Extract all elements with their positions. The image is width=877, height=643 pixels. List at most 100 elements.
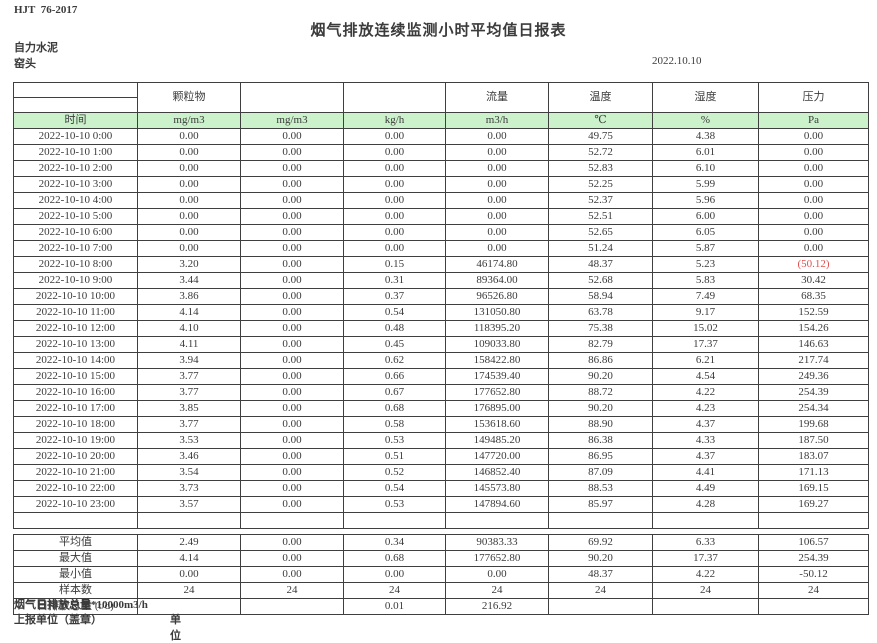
value-cell: 0.00 (240, 160, 344, 177)
value-cell: 0.00 (343, 176, 446, 193)
value-cell: 0.00 (445, 160, 549, 177)
value-cell: 249.36 (758, 368, 869, 385)
value-cell: 4.23 (652, 400, 759, 417)
value-cell: 4.37 (652, 448, 759, 465)
value-cell: 17.37 (652, 336, 759, 353)
summary-body: 平均值 2.49 0.00 0.34 90383.33 69.92 6.33 106.57 最大… (13, 534, 869, 615)
value-cell: 0.00 (343, 224, 446, 241)
value-cell: 3.73 (137, 480, 241, 497)
value-cell: 146852.40 (445, 464, 549, 481)
row-label-cell: 2022-10-10 23:00 (13, 496, 138, 513)
value-cell: 30.42 (758, 272, 869, 289)
row-label-cell: 2022-10-10 19:00 (13, 432, 138, 449)
value-cell: 82.79 (548, 336, 653, 353)
value-cell: 3.94 (137, 352, 241, 369)
value-cell: 169.15 (758, 480, 869, 497)
hourly-row: 2022-10-10 18:00 3.77 0.00 0.58 153618.60 88.… (13, 416, 869, 433)
flow-total-note: 烟气日排放总量*10000m3/h (14, 599, 148, 611)
value-cell: 3.46 (137, 448, 241, 465)
value-cell: 89364.00 (445, 272, 549, 289)
value-cell: 4.22 (652, 384, 759, 401)
value-cell: 0.62 (343, 352, 446, 369)
value-cell: 90383.33 (445, 534, 549, 551)
value-cell: 86.38 (548, 432, 653, 449)
value-cell: 88.90 (548, 416, 653, 433)
report-table: 颗粒物 流量 温度 湿度 压力 时间 mg/m3 mg/m3 kg/h m3/h… (13, 82, 869, 615)
value-cell: 0.00 (240, 480, 344, 497)
value-cell: 0.00 (758, 160, 869, 177)
row-label-cell: 2022-10-10 16:00 (13, 384, 138, 401)
empty-cell (758, 512, 869, 529)
col-header-blank-1 (240, 82, 344, 113)
hourly-row: 2022-10-10 13:00 4.11 0.00 0.45 109033.80 82.… (13, 336, 869, 353)
value-cell: 6.33 (652, 534, 759, 551)
value-cell: 0.00 (137, 208, 241, 225)
hourly-row: 2022-10-10 10:00 3.86 0.00 0.37 96526.80 58.9… (13, 288, 869, 305)
value-cell: 90.20 (548, 400, 653, 417)
value-cell: 0.00 (445, 566, 549, 583)
value-cell: 0.15 (343, 256, 446, 273)
value-cell: 177652.80 (445, 384, 549, 401)
value-cell: 0.00 (758, 176, 869, 193)
value-cell: 147720.00 (445, 448, 549, 465)
value-cell: 3.53 (137, 432, 241, 449)
hourly-row: 2022-10-10 14:00 3.94 0.00 0.62 158422.80 86.… (13, 352, 869, 369)
value-cell: 0.52 (343, 464, 446, 481)
summary-row: 最小值 0.00 0.00 0.00 0.00 48.37 4.22 -50.12 (13, 566, 869, 583)
value-cell: 0.45 (343, 336, 446, 353)
value-cell: 68.35 (758, 288, 869, 305)
col-header-particulate: 颗粒物 (137, 82, 241, 113)
row-label-cell: 2022-10-10 15:00 (13, 368, 138, 385)
hourly-row: 2022-10-10 2:00 0.00 0.00 0.00 0.00 52.83 6.10… (13, 160, 869, 177)
value-cell: 52.72 (548, 144, 653, 161)
value-cell: 3.54 (137, 464, 241, 481)
value-cell: 0.00 (240, 550, 344, 567)
value-cell: 0.68 (343, 550, 446, 567)
value-cell: 87.09 (548, 464, 653, 481)
value-cell: 24 (137, 582, 241, 599)
value-cell: 216.92 (445, 598, 549, 615)
value-cell: 0.00 (240, 256, 344, 273)
value-cell: 0.00 (240, 534, 344, 551)
value-cell: 0.00 (240, 272, 344, 289)
value-cell: 0.00 (240, 400, 344, 417)
value-cell: 4.11 (137, 336, 241, 353)
value-cell: 177652.80 (445, 550, 549, 567)
row-label-cell: 2022-10-10 2:00 (13, 160, 138, 177)
value-cell: 0.00 (240, 464, 344, 481)
value-cell: 52.83 (548, 160, 653, 177)
row-label-cell: 2022-10-10 12:00 (13, 320, 138, 337)
value-cell: 86.86 (548, 352, 653, 369)
row-label-cell: 2022-10-10 17:00 (13, 400, 138, 417)
value-cell: 49.75 (548, 128, 653, 145)
value-cell: 58.94 (548, 288, 653, 305)
value-cell: 118395.20 (445, 320, 549, 337)
value-cell (137, 598, 241, 615)
value-cell: 153618.60 (445, 416, 549, 433)
row-label-cell: 2022-10-10 0:00 (13, 128, 138, 145)
value-cell (240, 598, 344, 615)
value-cell: 52.51 (548, 208, 653, 225)
value-cell: 6.00 (652, 208, 759, 225)
value-cell: 5.87 (652, 240, 759, 257)
value-cell: 3.44 (137, 272, 241, 289)
value-cell: 154.26 (758, 320, 869, 337)
empty-cell (445, 512, 549, 529)
row-label-cell: 最大值 (13, 550, 138, 567)
value-cell: 6.01 (652, 144, 759, 161)
value-cell: 254.39 (758, 384, 869, 401)
value-cell: 147894.60 (445, 496, 549, 513)
value-cell: 6.10 (652, 160, 759, 177)
unit-celsius: ℃ (548, 112, 653, 129)
value-cell: 0.00 (758, 208, 869, 225)
hourly-row: 2022-10-10 19:00 3.53 0.00 0.53 149485.20 86.… (13, 432, 869, 449)
report-unit-label: 上报单位（盖章） (14, 614, 102, 626)
value-cell: 0.00 (343, 192, 446, 209)
value-cell: 0.00 (445, 208, 549, 225)
value-cell: 88.53 (548, 480, 653, 497)
hourly-row: 2022-10-10 11:00 4.14 0.00 0.54 131050.80 63.… (13, 304, 869, 321)
value-cell: 0.58 (343, 416, 446, 433)
value-cell: 131050.80 (445, 304, 549, 321)
value-cell: 4.38 (652, 128, 759, 145)
value-cell: 3.77 (137, 384, 241, 401)
